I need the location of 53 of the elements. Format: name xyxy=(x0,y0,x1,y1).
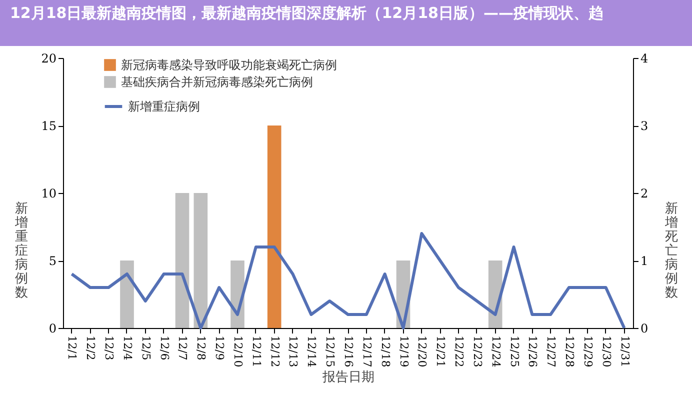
x-tick-label: 12/29 xyxy=(581,336,594,368)
x-tick-label: 12/15 xyxy=(324,336,337,368)
y-tick-label: 0 xyxy=(48,322,56,336)
x-tick-label: 12/24 xyxy=(489,336,502,368)
x-tick-label: 12/19 xyxy=(397,336,410,368)
y2-tick-label: 4 xyxy=(640,52,648,66)
y2-tick-label: 0 xyxy=(640,322,648,336)
x-tick-label: 12/2 xyxy=(84,336,98,360)
x-tick-label: 12/3 xyxy=(102,336,116,360)
x-tick-label: 12/20 xyxy=(416,336,429,368)
x-tick-label: 12/11 xyxy=(250,336,263,368)
bar xyxy=(175,193,190,328)
y-tick-label: 5 xyxy=(48,254,56,268)
x-tick-label: 12/28 xyxy=(563,336,576,368)
x-tick-label: 12/8 xyxy=(194,336,208,360)
x-tick-label: 12/7 xyxy=(176,336,190,360)
x-tick-label: 12/18 xyxy=(378,336,392,368)
y-axis-title: 新增重症病例数 xyxy=(14,202,28,300)
legend-label: 新增重症病例 xyxy=(128,100,200,114)
y2-tick-label: 2 xyxy=(640,186,648,200)
x-tick-label: 12/27 xyxy=(544,336,558,368)
legend-label: 新冠病毒感染导致呼吸功能衰竭死亡病例 xyxy=(121,58,337,72)
x-tick-label: 12/4 xyxy=(121,336,134,360)
line-series xyxy=(70,232,626,330)
x-tick-label: 12/12 xyxy=(268,336,282,368)
x-tick-label: 12/5 xyxy=(139,336,152,360)
bar xyxy=(194,193,208,328)
x-axis-title: 报告日期 xyxy=(322,370,374,386)
x-tick-label: 12/6 xyxy=(158,336,171,360)
chart-title: 12月18日最新越南疫情图，最新越南疫情图深度解析（12月18日版）——疫情现状、趋 xyxy=(0,0,692,46)
bar xyxy=(120,260,134,328)
x-tick-label: 12/17 xyxy=(360,336,374,368)
x-tick-label: 12/14 xyxy=(305,336,318,368)
x-tick-label: 12/1 xyxy=(66,336,79,360)
x-tick-label: 12/23 xyxy=(470,336,484,368)
y2-tick-label: 3 xyxy=(640,119,648,133)
x-tick-label: 12/31 xyxy=(618,336,632,368)
y-tick-label: 10 xyxy=(41,186,56,200)
y-tick-label: 15 xyxy=(41,119,56,133)
y-tick-label: 20 xyxy=(41,52,56,66)
x-tick-label: 12/13 xyxy=(286,336,300,368)
x-tick-label: 12/9 xyxy=(213,336,226,360)
x-tick-label: 12/16 xyxy=(342,336,355,368)
y2-tick-label: 1 xyxy=(640,254,648,268)
x-tick-label: 12/25 xyxy=(508,336,521,368)
legend-label: 基础疾病合并新冠病毒感染死亡病例 xyxy=(121,75,313,89)
x-tick-label: 12/22 xyxy=(452,336,466,368)
x-tick-label: 12/30 xyxy=(600,336,613,368)
y2-axis-title: 新增死亡病例数 xyxy=(664,202,678,300)
x-tick-label: 12/26 xyxy=(526,336,540,368)
x-tick-label: 12/21 xyxy=(434,336,448,368)
bar xyxy=(267,126,282,328)
x-tick-label: 12/10 xyxy=(232,336,244,368)
